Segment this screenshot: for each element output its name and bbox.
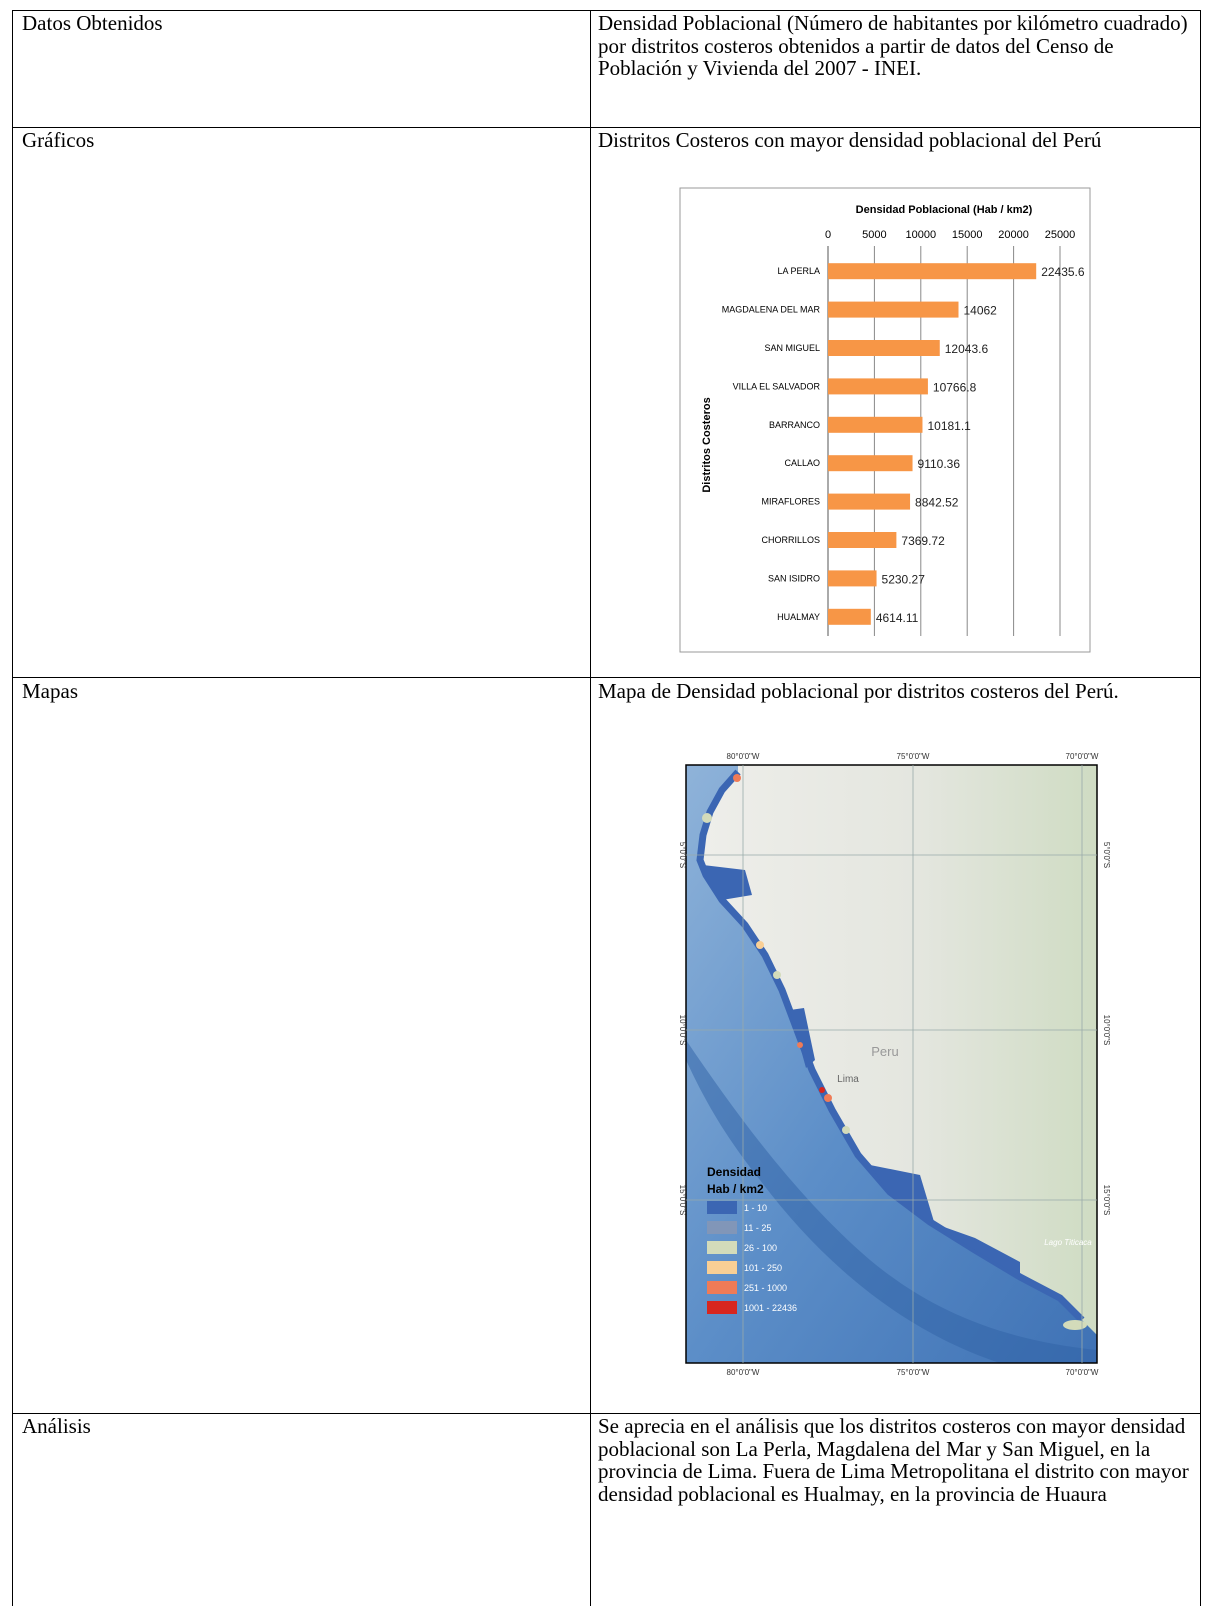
- district: [824, 1094, 832, 1102]
- x-tick-label: 0: [825, 229, 831, 241]
- value-label: 8842.52: [915, 496, 959, 510]
- value-label: 22435.6: [1041, 265, 1085, 279]
- lat-label: 5°0'0"S: [1102, 842, 1111, 868]
- legend-swatch: [707, 1281, 737, 1294]
- legend-label: 1 - 10: [744, 1203, 767, 1213]
- value-label: 9110.36: [918, 457, 961, 471]
- legend-label: 251 - 1000: [744, 1283, 787, 1293]
- map: [686, 765, 1097, 1363]
- place-label: Lima: [837, 1074, 859, 1085]
- bar: [828, 609, 871, 625]
- legend-swatch: [707, 1201, 737, 1214]
- legend-title: Densidad: [707, 1165, 761, 1179]
- x-tick-label: 20000: [998, 229, 1029, 241]
- district: [819, 1087, 825, 1093]
- legend-label: 11 - 25: [744, 1223, 771, 1233]
- district: [773, 971, 781, 979]
- y-axis-label: Distritos Costeros: [701, 397, 713, 492]
- y-tick-label: CALLAO: [784, 458, 820, 468]
- legend-swatch: [707, 1261, 737, 1274]
- district: [842, 1126, 850, 1134]
- legend-swatch: [707, 1301, 737, 1314]
- figures: Densidad Poblacional (Hab / km2) Distrito…: [0, 0, 1213, 1606]
- lat-label: 10°0'0"S: [678, 1015, 687, 1046]
- y-tick-label: HUALMAY: [777, 612, 820, 622]
- y-tick-label: VILLA EL SALVADOR: [733, 381, 821, 391]
- district: [733, 774, 741, 782]
- x-tick-label: 25000: [1045, 229, 1076, 241]
- lon-label: 75°0'0"W: [897, 1368, 930, 1377]
- value-label: 10766.8: [933, 380, 977, 394]
- district: [797, 1042, 803, 1048]
- y-tick-label: MIRAFLORES: [761, 497, 820, 507]
- place-label: Lago Titicaca: [1044, 1238, 1092, 1247]
- lon-label: 70°0'0"W: [1066, 1368, 1099, 1377]
- y-tick-label: LA PERLA: [777, 266, 820, 276]
- bar: [828, 340, 940, 356]
- value-label: 4614.11: [876, 611, 919, 625]
- bar: [828, 302, 958, 318]
- y-tick-label: CHORRILLOS: [761, 535, 820, 545]
- x-tick-label: 10000: [906, 229, 937, 241]
- lat-label: 15°0'0"S: [1102, 1185, 1111, 1216]
- district: [702, 813, 712, 823]
- legend-swatch: [707, 1241, 737, 1254]
- value-label: 5230.27: [882, 572, 926, 586]
- lon-label: 80°0'0"W: [727, 1368, 760, 1377]
- bar: [828, 417, 922, 433]
- place-label: Peru: [871, 1044, 898, 1059]
- value-label: 7369.72: [901, 534, 945, 548]
- bar: [828, 378, 928, 394]
- district: [1063, 1320, 1087, 1330]
- legend-label: 101 - 250: [744, 1263, 782, 1273]
- lon-label: 80°0'0"W: [727, 752, 760, 761]
- page: Datos Obtenidos Densidad Poblacional (Nú…: [0, 0, 1213, 1606]
- legend-label: 1001 - 22436: [744, 1303, 797, 1313]
- value-label: 12043.6: [945, 342, 989, 356]
- legend-swatch: [707, 1221, 737, 1234]
- lon-label: 75°0'0"W: [897, 752, 930, 761]
- legend-title: Hab / km2: [707, 1182, 764, 1196]
- lat-label: 5°0'0"S: [678, 842, 687, 868]
- x-tick-label: 15000: [952, 229, 983, 241]
- lon-label: 70°0'0"W: [1066, 752, 1099, 761]
- bar: [828, 532, 896, 548]
- y-tick-label: SAN ISIDRO: [768, 573, 820, 583]
- y-tick-label: SAN MIGUEL: [764, 343, 820, 353]
- district: [756, 941, 764, 949]
- y-tick-label: MAGDALENA DEL MAR: [722, 305, 821, 315]
- value-label: 14062: [963, 304, 997, 318]
- lat-label: 10°0'0"S: [1102, 1015, 1111, 1046]
- y-tick-label: BARRANCO: [769, 420, 820, 430]
- legend-label: 26 - 100: [744, 1243, 777, 1253]
- bar: [828, 494, 910, 510]
- chart-title: Densidad Poblacional (Hab / km2): [856, 204, 1033, 216]
- lat-label: 15°0'0"S: [678, 1185, 687, 1216]
- x-tick-label: 5000: [862, 229, 886, 241]
- bar: [828, 263, 1036, 279]
- bar: [828, 570, 877, 586]
- value-label: 10181.1: [927, 419, 971, 433]
- bar: [828, 455, 913, 471]
